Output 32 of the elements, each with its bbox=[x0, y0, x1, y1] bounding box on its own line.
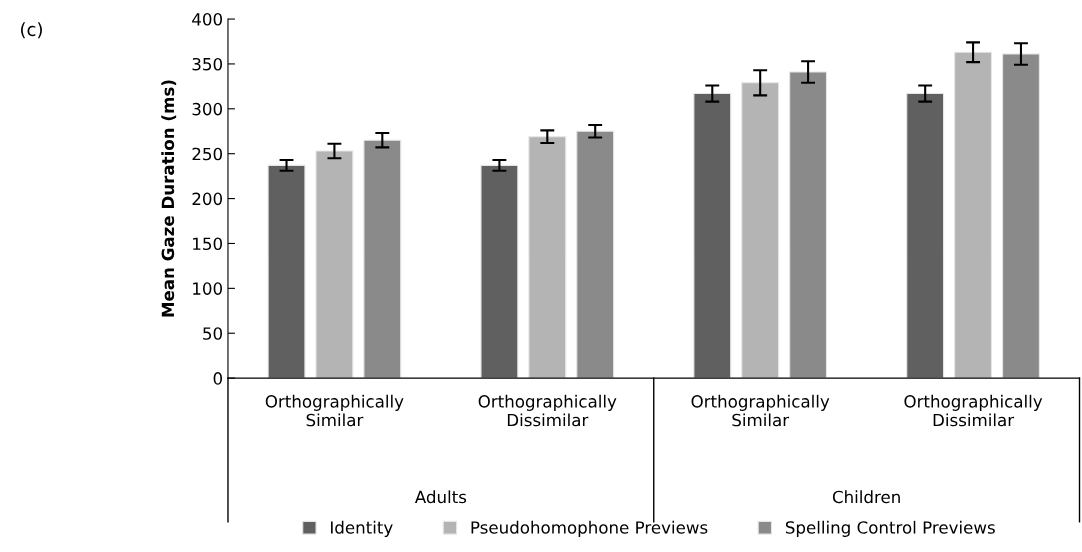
bar bbox=[576, 130, 615, 379]
legend-label: Identity bbox=[331, 520, 393, 537]
bar bbox=[906, 92, 945, 379]
y-axis-title: Mean Gaze Duration (ms) bbox=[161, 80, 177, 317]
bar bbox=[267, 164, 306, 379]
y-tick-label: 400 bbox=[192, 13, 223, 26]
bar bbox=[741, 82, 780, 379]
bar bbox=[363, 139, 402, 379]
text: (c) bbox=[21, 22, 42, 39]
x-tick-label: Orthographically Similar bbox=[265, 394, 404, 427]
text: Children bbox=[832, 490, 900, 504]
bar bbox=[693, 92, 732, 379]
bar bbox=[528, 136, 567, 379]
y-tick-label: 250 bbox=[192, 147, 223, 161]
bar bbox=[954, 51, 993, 379]
bar bbox=[789, 71, 828, 379]
x-tick-label: Orthographically Similar bbox=[691, 394, 830, 427]
y-tick-label: 100 bbox=[193, 282, 223, 295]
y-tick-label: 0 bbox=[213, 372, 223, 385]
y-tick-label: 300 bbox=[192, 102, 223, 116]
x-tick-label: Orthographically Dissimilar bbox=[478, 394, 617, 427]
text: Adults bbox=[414, 490, 467, 504]
y-tick-label: 200 bbox=[192, 192, 223, 206]
y-tick-label: 50 bbox=[203, 327, 223, 340]
y-tick-label: 150 bbox=[193, 237, 223, 251]
y-tick-label: 350 bbox=[192, 57, 223, 71]
bar bbox=[480, 164, 519, 379]
bar bbox=[1001, 53, 1040, 379]
legend-label: Spelling Control Previews bbox=[785, 520, 995, 537]
legend-label: Pseudohomophone Previews bbox=[471, 520, 708, 537]
x-tick-label: Orthographically Dissimilar bbox=[904, 394, 1043, 427]
bar bbox=[315, 150, 354, 379]
